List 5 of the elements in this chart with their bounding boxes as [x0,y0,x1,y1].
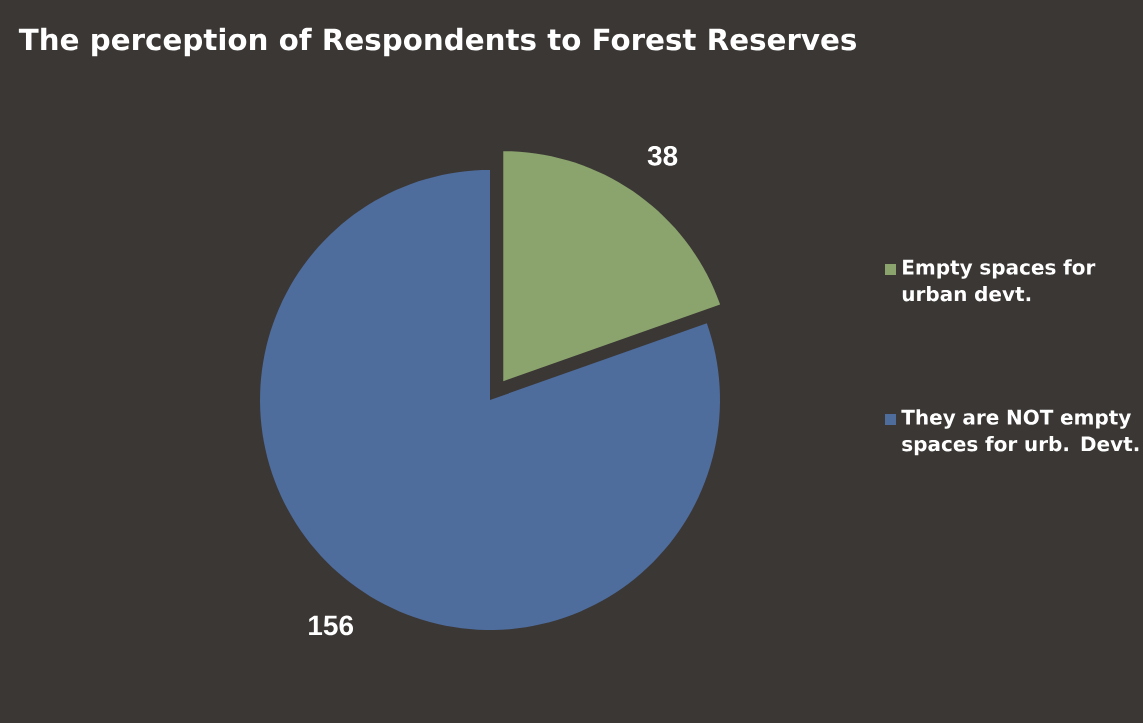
legend-label: They are NOT empty spaces for urb. Devt. [901,409,1139,456]
data-label: 156 [309,615,354,636]
chart-title: The perception of Respondents to Forest Reserves [18,27,856,57]
legend-label: Empty spaces for urban devt. [902,259,1096,302]
data-label: 38 [647,145,678,166]
